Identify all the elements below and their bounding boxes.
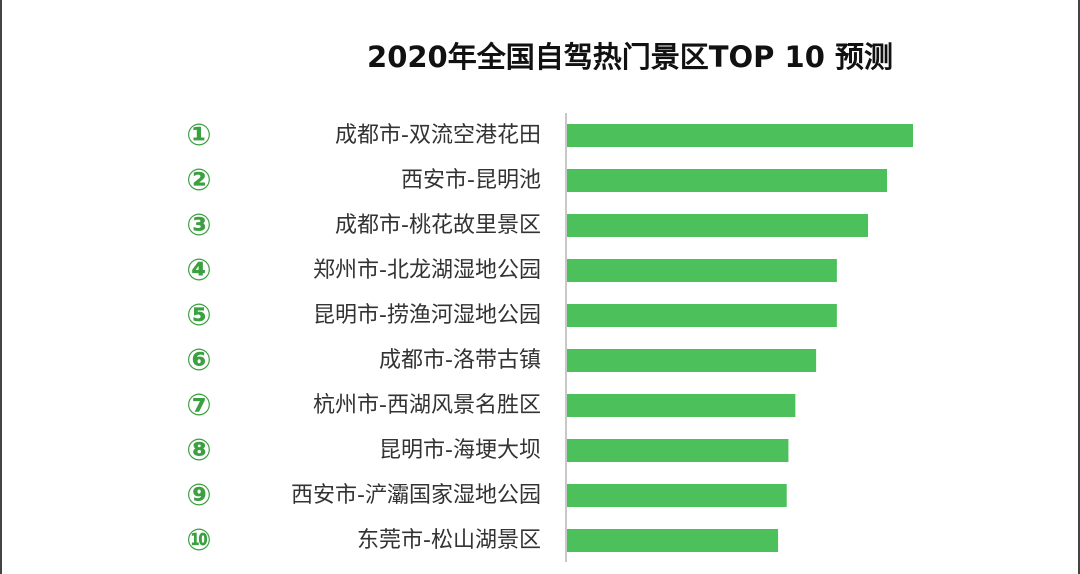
category-label: 西安市-浐灞国家湿地公园 [291,483,541,508]
bar [567,439,789,462]
category-label: 昆明市-海埂大坝 [379,438,541,463]
category-label: 成都市-洛带古镇 [379,348,541,373]
category-label: 杭州市-西湖风景名胜区 [313,393,541,418]
category-label: 西安市-昆明池 [401,168,541,193]
bar [567,259,837,282]
rank-badge: ② [186,163,211,198]
bar [567,484,787,507]
category-label: 成都市-桃花故里景区 [335,213,541,238]
rank-badge: ⑧ [186,433,211,468]
rank-badge: ④ [186,253,211,288]
bar [567,394,796,417]
rank-badge: ① [186,118,211,153]
category-label: 昆明市-捞渔河湿地公园 [313,303,541,328]
rank-badge: ⑥ [186,343,211,378]
rank-badge: ⑦ [186,388,211,423]
rank-badge: ⑤ [186,298,211,333]
rank-badge: ③ [186,208,211,243]
bar [567,529,779,552]
category-label: 成都市-双流空港花田 [335,123,541,148]
bar [567,169,888,192]
rank-badge: ⑩ [186,523,211,558]
rank-badge: ⑨ [186,478,211,513]
chart-title: 2020年全国自驾热门景区TOP 10 预测 [367,40,893,74]
bar [567,349,817,372]
bar [567,124,913,147]
category-label: 东莞市-松山湖景区 [357,528,541,553]
bar [567,304,837,327]
bar [567,214,869,237]
category-label: 郑州市-北龙湖湿地公园 [313,258,541,283]
